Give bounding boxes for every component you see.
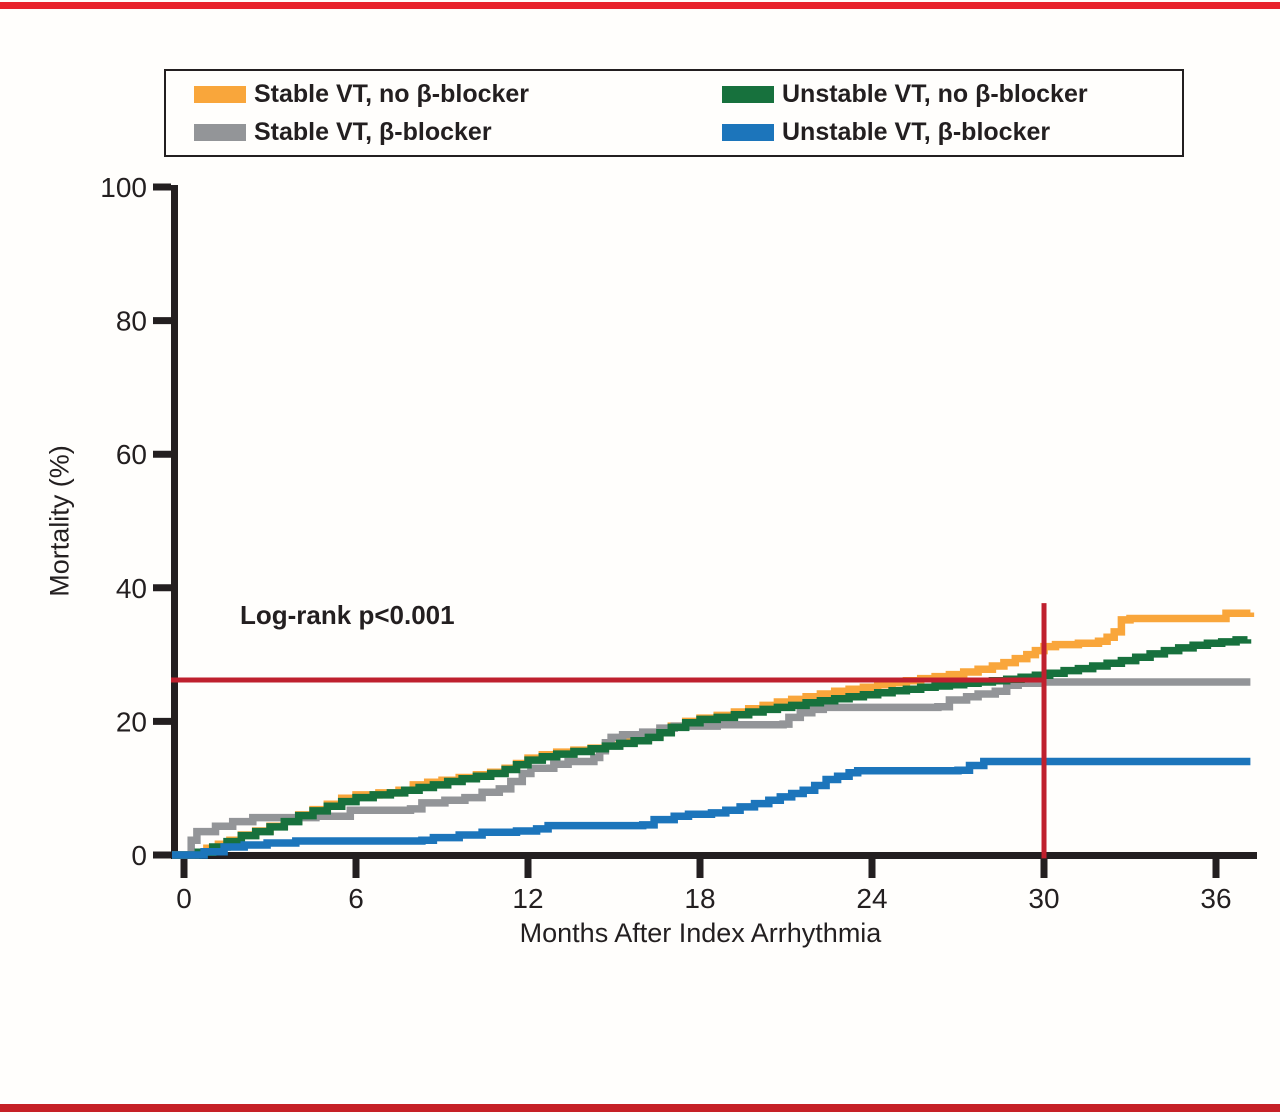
y-tick-label: 80	[116, 306, 147, 337]
legend-item-label: Stable VT, β-blocker	[254, 117, 492, 146]
legend-swatch-blue	[722, 123, 774, 141]
legend: Stable VT, no β-blocker Unstable VT, no …	[164, 69, 1184, 157]
x-tick-label: 18	[684, 883, 715, 914]
y-tick-label: 20	[116, 706, 147, 737]
x-tick-label: 12	[512, 883, 543, 914]
x-tick-label: 24	[856, 883, 887, 914]
legend-swatch-green	[722, 85, 774, 103]
legend-item-label: Stable VT, no β-blocker	[254, 79, 530, 108]
log-rank-annotation: Log-rank p<0.001	[240, 600, 455, 630]
y-axis-label: Mortality (%)	[44, 445, 75, 597]
legend-item-stable-bb: Stable VT, β-blocker	[194, 115, 722, 150]
x-axis-label: Months After Index Arrhythmia	[519, 918, 882, 948]
curve-stable_bb	[172, 678, 1251, 859]
x-tick-label: 36	[1200, 883, 1231, 914]
legend-swatch-orange	[194, 85, 246, 103]
legend-item-label: Unstable VT, no β-blocker	[782, 79, 1088, 108]
y-tick-label: 40	[116, 573, 147, 604]
page-top-rule	[0, 2, 1280, 9]
x-tick-label: 0	[176, 883, 192, 914]
x-tick-label: 6	[348, 883, 364, 914]
legend-item-unstable-no-bb: Unstable VT, no β-blocker	[722, 77, 1182, 112]
y-tick-label: 0	[131, 840, 147, 871]
legend-item-stable-no-bb: Stable VT, no β-blocker	[194, 77, 722, 112]
x-tick-label: 30	[1028, 883, 1059, 914]
curve-unstable_bb	[172, 757, 1251, 859]
page-bottom-rule	[0, 1104, 1280, 1112]
legend-swatch-gray	[194, 123, 246, 141]
y-tick-label: 100	[100, 172, 147, 203]
y-tick-label: 60	[116, 439, 147, 470]
legend-item-label: Unstable VT, β-blocker	[782, 117, 1051, 146]
legend-item-unstable-bb: Unstable VT, β-blocker	[722, 115, 1182, 150]
curve-unstable_no_bb	[172, 636, 1252, 859]
